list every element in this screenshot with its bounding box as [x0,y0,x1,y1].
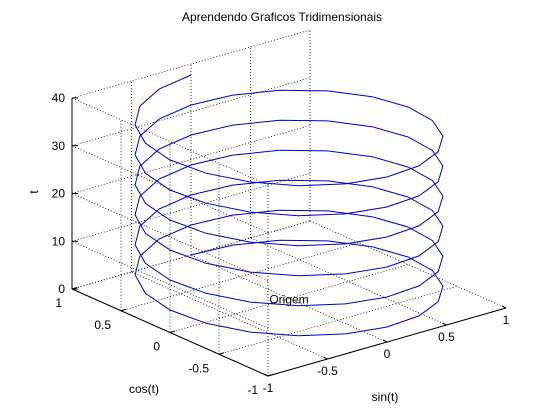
x-tick-mark [442,322,447,326]
y-tick-mark [120,308,127,312]
z-tick-label: 40 [52,91,66,105]
x-tick-label: 0.5 [438,330,455,344]
x-tick-labels: -1 -0.5 0 0.5 1 [263,313,510,395]
z-tick-labels: 0 10 20 30 40 [52,91,66,296]
z-tick-label: 10 [52,234,66,248]
z-tick-label: 30 [52,139,66,153]
floor-grid-line [120,242,360,312]
y-tick-mark [218,352,225,355]
floor-grid-line [218,285,458,355]
x-axis-label: sin(t) [372,390,399,404]
y-tick-label: -1 [247,383,258,397]
y-tick-labels: -1 -0.5 0 0.5 1 [55,296,258,397]
x-tick-mark [382,339,388,343]
back-wall-grid-line [71,172,311,242]
y-axis-label: cos(t) [129,382,159,396]
y-tick-label: 0 [153,340,160,354]
back-wall-grid-line [71,77,311,147]
back-wall-grid-line [71,125,311,194]
x-tick-label: 1 [503,313,510,327]
z-tick-label: 0 [58,282,65,296]
y-tick-mark [267,374,274,377]
x-tick-mark [323,356,328,360]
helix-line [134,74,444,337]
x-tick-label: -1 [263,381,274,395]
floor-grid-line [169,264,409,333]
z-axis-label: t [27,190,41,194]
plot-area [134,74,444,337]
y-tick-label: 1 [55,296,62,310]
axis-lines [71,97,507,377]
x-tick-mark [263,373,269,377]
z-tick-label: 20 [52,187,66,201]
back-wall-grid-line [71,29,311,99]
y-tick-mark [169,330,176,333]
x-tick-mark [501,305,507,309]
origin-annotation: Origem [269,293,308,307]
y-tick-label: -0.5 [188,361,209,375]
chart-title: Aprendendo Graficos Tridimensionais [182,10,382,24]
x-tick-label: -0.5 [317,364,338,378]
y-tick-mark [71,287,78,290]
x-tick-label: 0 [384,347,391,361]
y-tick-label: 0.5 [94,318,111,332]
